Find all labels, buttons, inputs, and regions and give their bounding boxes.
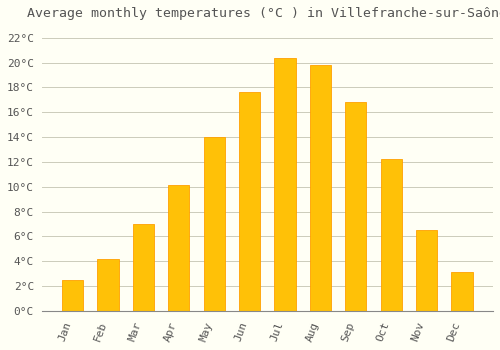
Bar <box>204 137 225 311</box>
Bar <box>416 230 437 311</box>
Bar <box>380 159 402 311</box>
Bar <box>133 224 154 311</box>
Bar <box>452 272 472 311</box>
Bar <box>239 92 260 311</box>
Bar <box>310 65 331 311</box>
Bar <box>345 102 366 311</box>
Bar <box>274 57 295 311</box>
Bar <box>62 280 84 311</box>
Title: Average monthly temperatures (°C ) in Villefranche-sur-Saône: Average monthly temperatures (°C ) in Vi… <box>28 7 500 20</box>
Bar <box>168 186 190 311</box>
Bar <box>98 259 118 311</box>
